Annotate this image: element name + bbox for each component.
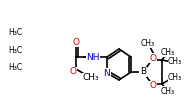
Text: CH₃: CH₃ [161,87,175,96]
Text: O: O [150,81,156,90]
Text: H₃C: H₃C [8,46,22,55]
Text: CH₃: CH₃ [141,39,155,48]
Text: CH₃: CH₃ [168,73,182,82]
Text: CH₃: CH₃ [161,48,175,57]
Text: O: O [70,68,76,77]
Text: B: B [140,68,146,77]
Text: CH₃: CH₃ [168,58,182,67]
Text: H₃C: H₃C [8,62,22,71]
Text: H₃C: H₃C [8,28,22,37]
Text: O: O [150,53,156,62]
Text: O: O [73,38,79,47]
Text: NH: NH [86,52,100,61]
Text: N: N [104,69,110,78]
Text: CH₃: CH₃ [83,73,99,82]
